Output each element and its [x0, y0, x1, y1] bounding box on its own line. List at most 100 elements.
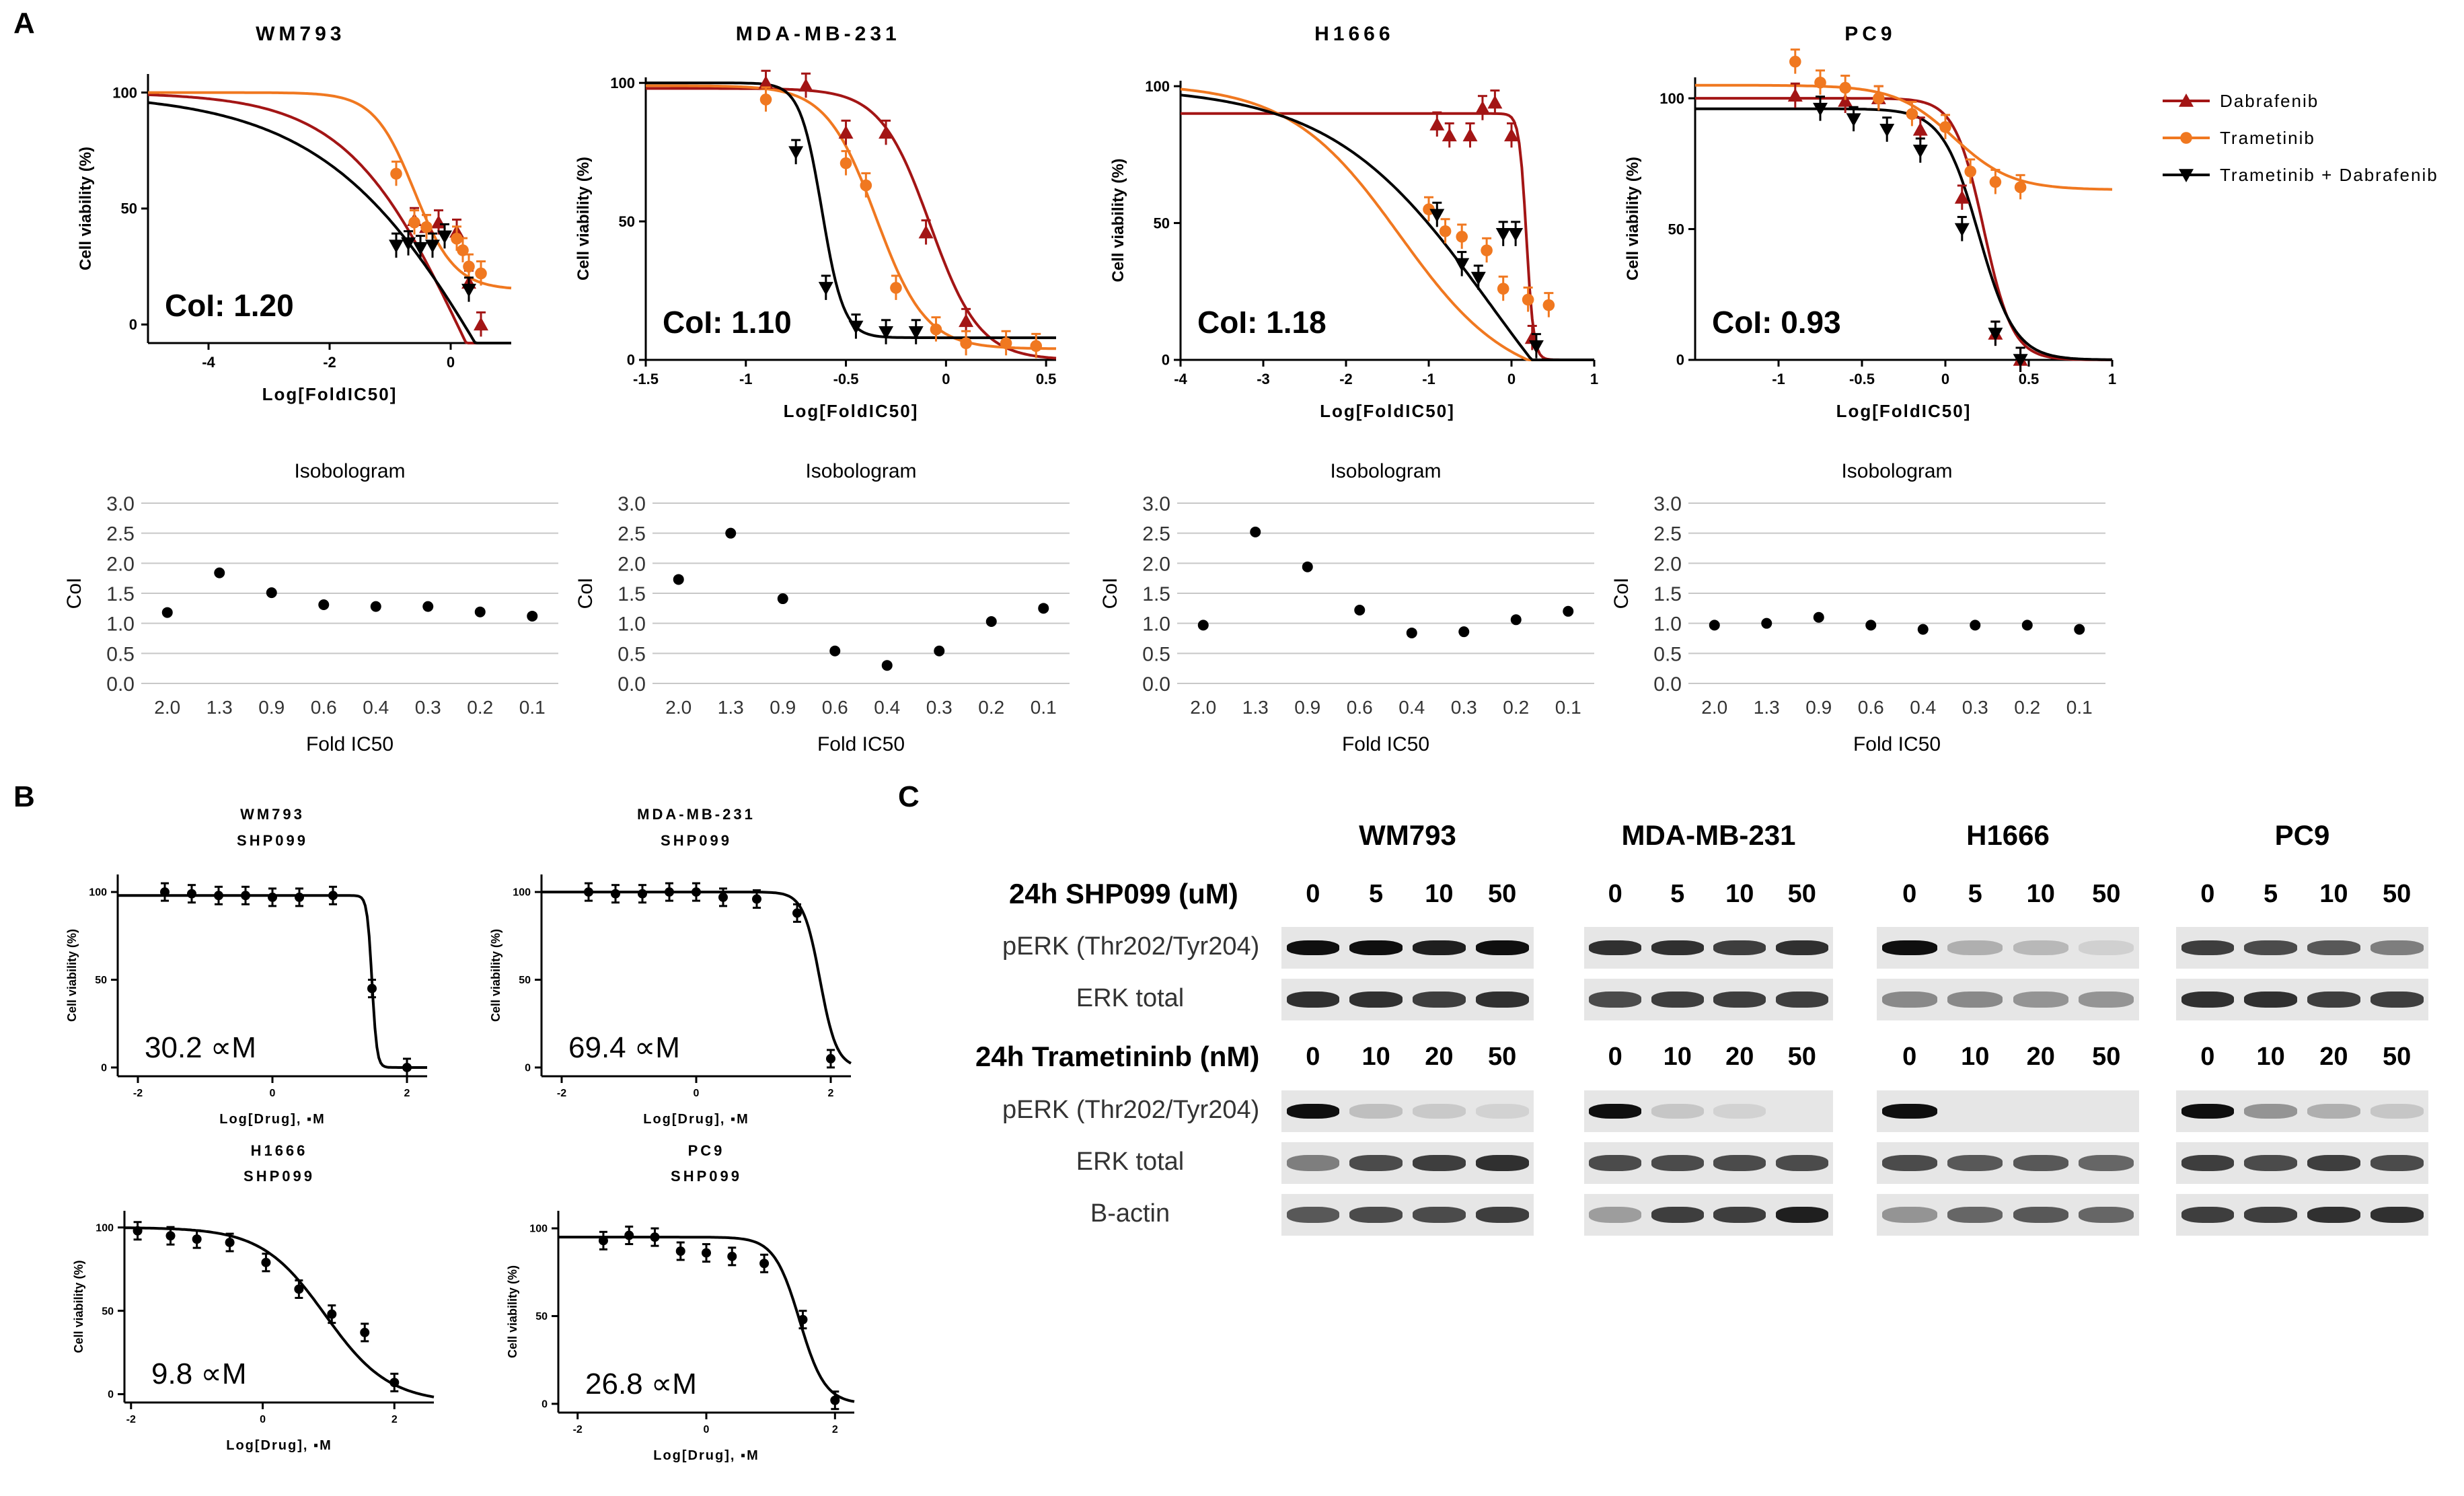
blot-band [1775, 1155, 1828, 1171]
fit-curve [1181, 112, 1594, 361]
data-point [638, 889, 647, 899]
combo-curve-chart: PC9 0 50 100 -1 -0.5 0 0.5 1 Cell viability (%) Lo… [1624, 23, 2116, 421]
isobologram-point [1038, 603, 1049, 614]
blot-band [2244, 940, 2297, 955]
y-tick-label: 50 [619, 213, 635, 230]
y-tick-label: 1.0 [1142, 613, 1170, 636]
blot-band [1475, 940, 1529, 955]
shp099-dose-label: 5 [1369, 880, 1384, 908]
y-tick-label: 0.5 [1142, 643, 1170, 665]
blot-strip [1877, 1142, 2139, 1184]
blot-band [1286, 1155, 1340, 1171]
chart-title-line2: SHP099 [237, 832, 308, 849]
x-tick-label: 1.3 [1242, 697, 1269, 718]
chart-title: WM793 [256, 23, 345, 45]
blot-band [1775, 992, 1828, 1008]
data-point [1429, 117, 1445, 130]
data-point [675, 1246, 685, 1256]
y-tick-label: 1.5 [1653, 583, 1682, 605]
y-tick-label: 50 [519, 975, 531, 986]
data-point [960, 337, 972, 350]
y-tick-label: 0.0 [1142, 673, 1170, 696]
y-tick-label: 2.0 [618, 553, 646, 575]
x-axis-label: Fold IC50 [817, 733, 905, 755]
blot-strip [1584, 1194, 1833, 1236]
data-point [1495, 228, 1511, 241]
data-point [225, 1238, 235, 1248]
blot-band [1349, 940, 1403, 955]
data-point [1879, 123, 1895, 137]
blot-band [1413, 1104, 1466, 1119]
trametinib-dose-label: 0 [1902, 1043, 1917, 1071]
data-point [918, 225, 934, 239]
blot-cell-line-title: MDA-MB-231 [1621, 819, 1796, 851]
x-axis-label: Log[FoldIC50] [262, 384, 398, 404]
data-point [584, 887, 593, 897]
x-axis-label: Log[Drug], ▪M [219, 1112, 326, 1127]
y-tick-label: 100 [112, 84, 137, 101]
chart-title-line2: SHP099 [244, 1168, 315, 1185]
y-tick-label: 100 [96, 1222, 114, 1234]
legend-label: Trametinib + Dabrafenib [2220, 165, 2438, 185]
legend-label: Dabrafenib [2220, 91, 2319, 111]
data-point [788, 146, 804, 160]
panel-b-shp099-curves: WM793 SHP099 0 50 100 -2 0 2 Cell viability (%) L… [65, 806, 855, 1463]
y-tick-label: 50 [121, 200, 137, 217]
blot-band [1651, 940, 1704, 955]
y-tick-label: 50 [95, 975, 107, 986]
isobologram-point [161, 607, 173, 618]
blot-band [2181, 1104, 2235, 1119]
isobologram-chart: Isobologram 0.0 0.5 1.0 1.5 2.0 2.5 3.0 CoI 2.0 1.… [1610, 460, 2105, 755]
isobologram-point [1865, 620, 1877, 631]
isobologram-point [422, 601, 434, 612]
blot-band [2307, 1155, 2360, 1171]
data-point [818, 282, 833, 295]
x-axis-label: Log[Drug], ▪M [643, 1112, 749, 1127]
data-point [598, 1236, 608, 1246]
data-point [165, 1231, 176, 1241]
data-point [752, 894, 761, 904]
trametinib-dose-label: 50 [2092, 1043, 2121, 1071]
panel-a-legend: Dabrafenib Trametinib Trametinib + Dabrafe… [2163, 91, 2438, 185]
x-tick-label: 0.2 [978, 697, 1004, 718]
y-tick-label: 0 [129, 316, 137, 333]
trametinib-dose-label: 10 [1961, 1043, 1990, 1071]
blot-band [2181, 1155, 2235, 1171]
x-tick-label: 0 [270, 1088, 276, 1099]
blot-band [1775, 1207, 1828, 1223]
coi-value: CoI: 1.18 [1197, 305, 1327, 340]
data-point [1954, 223, 1970, 237]
y-tick-label: 3.0 [1653, 493, 1682, 515]
y-tick-label: 50 [1154, 215, 1170, 231]
y-tick-label: 0.5 [1653, 643, 1682, 665]
y-tick-label: 2.5 [1142, 523, 1170, 546]
isobologram-point [1917, 624, 1929, 635]
blot-band [1881, 940, 1937, 955]
blot-band [1881, 1104, 1937, 1119]
isobologram-point [1970, 620, 1981, 631]
trametinib-dose-label: 10 [1361, 1043, 1390, 1071]
x-tick-label: 0.9 [1294, 697, 1320, 718]
x-tick-label: 0 [942, 371, 950, 387]
data-point [1954, 190, 1970, 204]
isobologram-chart: Isobologram 0.0 0.5 1.0 1.5 2.0 2.5 3.0 CoI 2.0 1.… [63, 460, 558, 755]
data-point [624, 1230, 634, 1240]
isobologram-point [214, 567, 225, 578]
data-point [611, 889, 620, 899]
blot-band [2079, 992, 2134, 1008]
data-point [451, 233, 463, 245]
x-tick-label: 2 [828, 1088, 834, 1099]
data-point [1988, 328, 2003, 342]
x-axis-label: Log[FoldIC50] [1836, 401, 1972, 421]
trametinib-dose-label: 20 [2319, 1043, 2348, 1071]
x-tick-label: 0.5 [1036, 371, 1057, 387]
blot-band [2244, 992, 2297, 1008]
blot-band [2079, 1207, 2134, 1223]
x-axis-label: Fold IC50 [1342, 733, 1429, 755]
x-tick-label: 0.4 [1910, 697, 1936, 718]
x-axis-label: Log[Drug], ▪M [653, 1448, 759, 1463]
ic50-value: 26.8 ∝M [585, 1368, 697, 1400]
x-tick-label: 0 [704, 1424, 710, 1435]
chart-title-line1: MDA-MB-231 [637, 806, 755, 823]
isobologram-point [881, 660, 893, 671]
